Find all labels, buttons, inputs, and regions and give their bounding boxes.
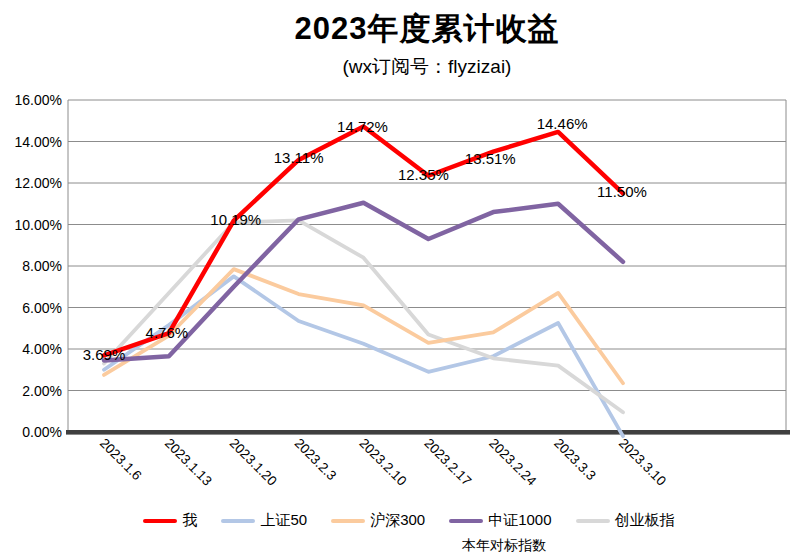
legend-swatch xyxy=(449,519,483,523)
legend-label: 我 xyxy=(182,511,197,530)
chart-subtitle: (wx订阅号：flyzizai) xyxy=(30,54,794,80)
y-tick-label: 10.00% xyxy=(15,217,62,233)
data-label: 13.51% xyxy=(465,150,516,167)
legend-label: 中证1000 xyxy=(488,511,551,530)
y-tick-label: 4.00% xyxy=(22,341,62,357)
x-tick-label: 2023.3.3 xyxy=(551,436,599,484)
data-label: 14.46% xyxy=(537,115,588,132)
legend-item-chinext: 创业板指 xyxy=(576,511,675,530)
y-tick-label: 0.00% xyxy=(22,424,62,440)
chart-legend: 我 上证50 沪深300 中证1000 创业板指 xyxy=(12,511,794,530)
data-label: 13.11% xyxy=(274,149,324,166)
legend-item-me: 我 xyxy=(143,511,197,530)
y-tick-label: 6.00% xyxy=(22,300,62,316)
x-tick-label: 2023.2.3 xyxy=(292,436,340,484)
legend-swatch xyxy=(331,519,365,523)
y-tick-label: 14.00% xyxy=(15,134,62,150)
data-label: 3.69% xyxy=(83,346,126,363)
x-axis-line xyxy=(66,430,790,435)
x-tick-label: 2023.1.6 xyxy=(97,436,145,484)
x-tick-label: 2023.1.13 xyxy=(162,436,215,489)
data-label: 11.50% xyxy=(597,183,647,200)
legend-item-csi1000: 中证1000 xyxy=(449,511,551,530)
legend-swatch xyxy=(576,519,610,523)
legend-swatch xyxy=(143,519,177,523)
x-tick-label: 2023.2.24 xyxy=(486,436,539,489)
x-tick-label: 2023.2.17 xyxy=(421,436,474,489)
x-tick-label: 2023.1.20 xyxy=(227,436,280,489)
y-tick-label: 2.00% xyxy=(22,383,62,399)
x-tick-label: 2023.2.10 xyxy=(356,436,409,489)
y-tick-label: 16.00% xyxy=(15,92,62,108)
benchmark-annotation: 本年对标指数 xyxy=(462,537,546,555)
legend-item-csi300: 沪深300 xyxy=(331,511,425,530)
legend-label: 沪深300 xyxy=(370,511,425,530)
legend-label: 上证50 xyxy=(260,511,307,530)
chart-title: 2023年度累计收益 xyxy=(30,8,794,50)
y-tick-label: 8.00% xyxy=(22,258,62,274)
y-tick-label: 12.00% xyxy=(15,175,62,191)
legend-label: 创业板指 xyxy=(615,511,675,530)
x-tick-label: 2023.3.10 xyxy=(616,436,669,489)
data-label: 4.76% xyxy=(146,324,189,341)
chart-canvas: 0.00% 2.00% 4.00% 6.00% 8.00% 10.00% 12.00% 14.… xyxy=(0,86,794,510)
legend-swatch xyxy=(221,519,255,523)
data-label: 14.72% xyxy=(337,118,388,135)
data-label: 12.35% xyxy=(398,166,449,183)
legend-item-sse50: 上证50 xyxy=(221,511,307,530)
data-label: 10.19% xyxy=(210,211,261,228)
